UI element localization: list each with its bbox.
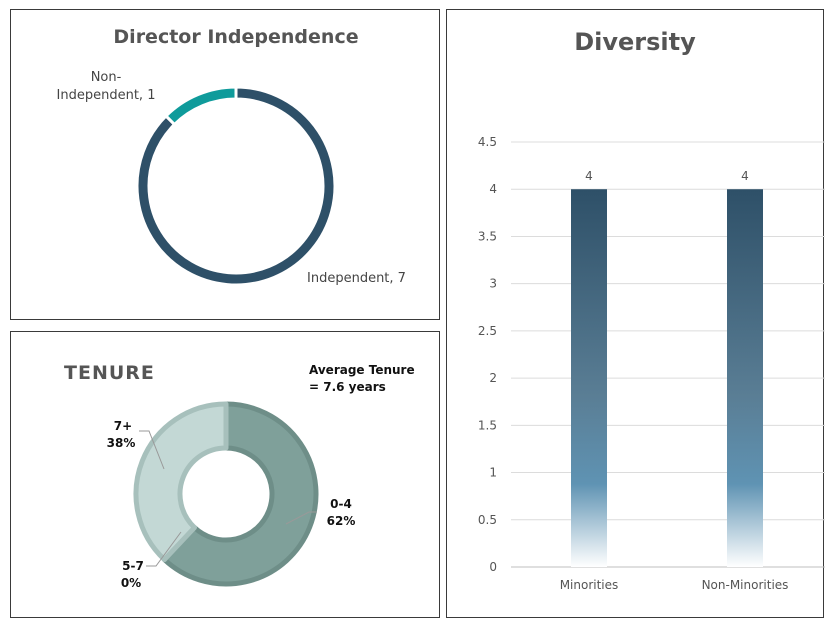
- tenure-chart: TENURE Average Tenure = 7.6 years 7+ 38%…: [64, 362, 415, 590]
- tenure-panel: TENURE Average Tenure = 7.6 years 7+ 38%…: [10, 331, 440, 618]
- label-5-7-category: 5-7: [122, 559, 144, 573]
- y-tick-label: 2: [489, 371, 497, 385]
- bar-non-minorities: [727, 189, 763, 567]
- leader-line-7plus: [139, 430, 165, 470]
- x-category-label: Minorities: [560, 578, 619, 592]
- label-7plus-percent: 38%: [107, 436, 136, 450]
- slice-7-: [133, 401, 229, 563]
- diversity-title: Diversity: [574, 28, 696, 56]
- y-tick-label: 0: [489, 560, 497, 574]
- y-tick-label: 3: [489, 277, 497, 291]
- director-independence-panel: Director Independence Non- Independent, …: [10, 9, 440, 320]
- tenure-title: TENURE: [64, 362, 155, 384]
- y-tick-label: 2.5: [478, 324, 497, 338]
- y-tick-label: 1: [489, 466, 497, 480]
- y-tick-label: 4: [489, 182, 497, 196]
- label-0-4-category: 0-4: [330, 497, 352, 511]
- y-tick-label: 4.5: [478, 135, 497, 149]
- label-5-7-percent: 0%: [121, 576, 141, 590]
- y-tick-label: 0.5: [478, 513, 497, 527]
- label-independent: Independent, 7: [307, 271, 406, 286]
- slice-0-4: [161, 401, 319, 587]
- x-category-label: Non-Minorities: [702, 578, 789, 592]
- diversity-chart: Diversity 0 0.5 1 1.5 2 2.5 3 3.5 4 4.5 4 Minoriti…: [478, 28, 825, 592]
- leader-line-0-4: [285, 511, 317, 525]
- director-independence-title: Director Independence: [113, 26, 358, 48]
- slice-non-independent: [164, 85, 238, 126]
- average-tenure-line2: = 7.6 years: [309, 380, 386, 394]
- y-tick-label: 1.5: [478, 418, 497, 432]
- leader-line-5-7: [146, 531, 182, 567]
- y-tick-label: 3.5: [478, 229, 497, 243]
- bar-minorities: [571, 189, 607, 567]
- label-0-4-percent: 62%: [327, 514, 356, 528]
- label-non-independent-line1: Non-: [91, 70, 122, 85]
- label-7plus-category: 7+: [114, 419, 132, 433]
- director-independence-chart: Director Independence Non- Independent, …: [57, 26, 406, 287]
- bar-data-label: 4: [741, 169, 749, 183]
- label-non-independent-line2: Independent, 1: [57, 88, 156, 103]
- diversity-panel: Diversity 0 0.5 1 1.5 2 2.5 3 3.5 4 4.5 4 Minoriti…: [446, 9, 825, 618]
- average-tenure-line1: Average Tenure: [309, 363, 415, 377]
- bar-data-label: 4: [585, 169, 593, 183]
